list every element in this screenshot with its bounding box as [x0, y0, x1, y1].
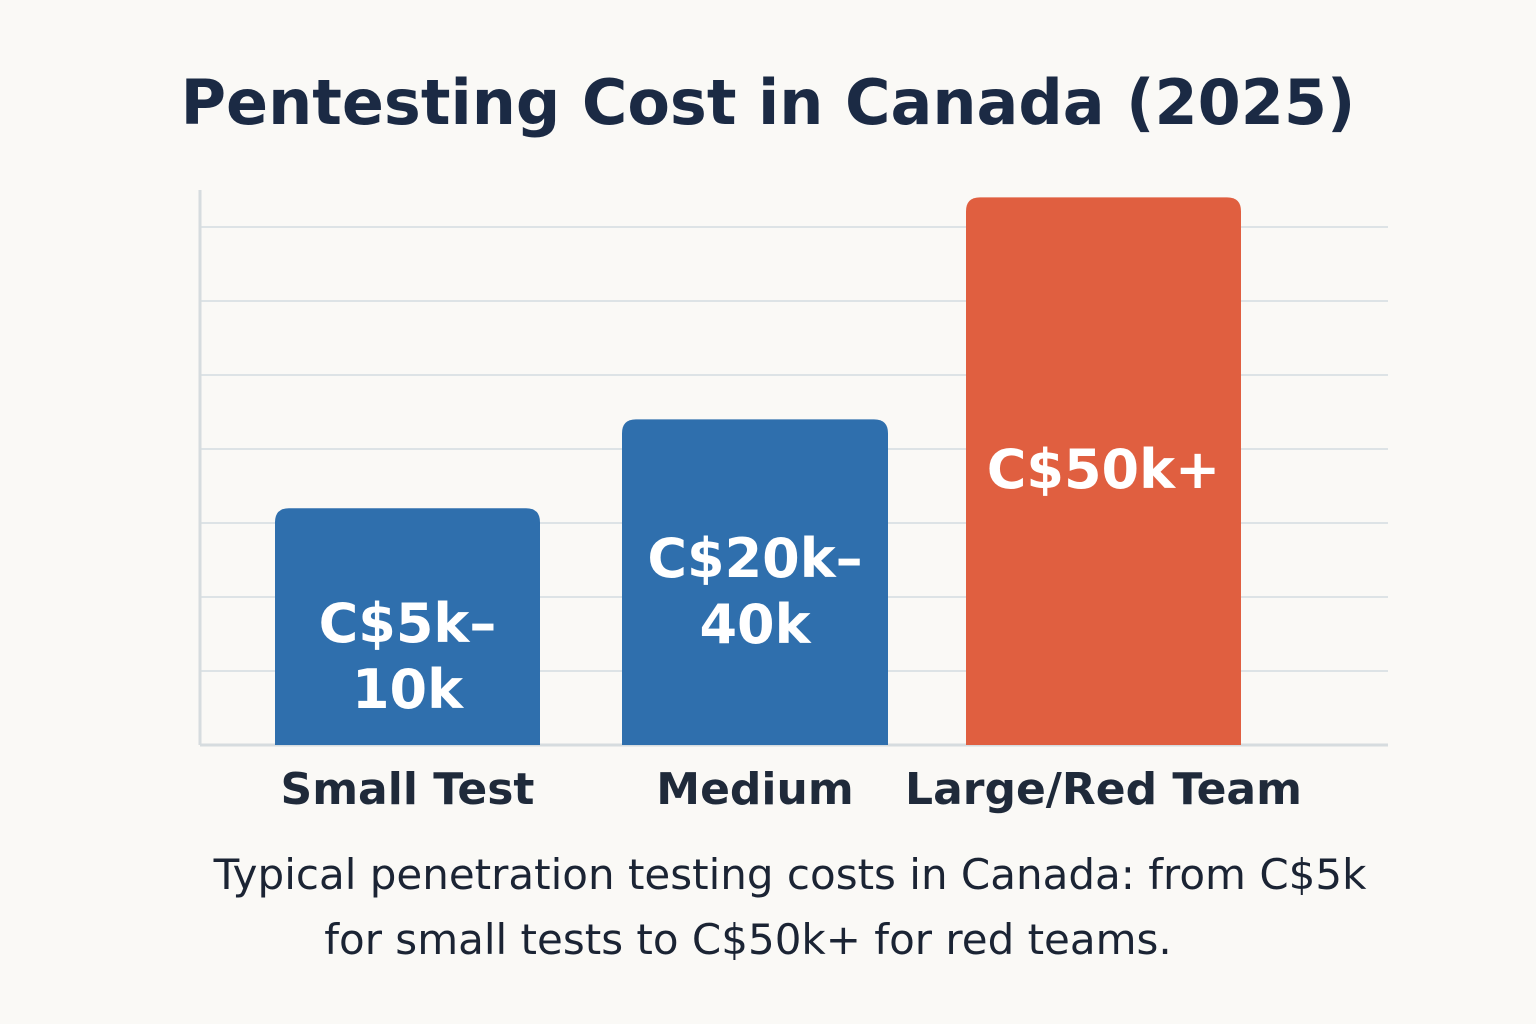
bar-small-test [275, 508, 540, 745]
bar-data-label: 40k [699, 593, 811, 656]
x-tick-label: Small Test [281, 764, 535, 815]
x-tick-label: Medium [656, 764, 853, 815]
bar-data-label: C$5k– [319, 592, 497, 655]
bar-large-red-team [966, 197, 1241, 745]
bar-medium [622, 419, 888, 745]
x-tick-label: Large/Red Team [905, 764, 1302, 815]
caption-line-1: Typical penetration testing costs in Can… [213, 850, 1367, 899]
chart-title: Pentesting Cost in Canada (2025) [180, 66, 1356, 139]
caption-line-2: for small tests to C$50k+ for red teams. [324, 915, 1172, 964]
bar-data-label: 10k [352, 658, 464, 721]
bar-data-label: C$20k– [647, 527, 862, 590]
bar-data-label: C$50k+ [987, 438, 1221, 501]
